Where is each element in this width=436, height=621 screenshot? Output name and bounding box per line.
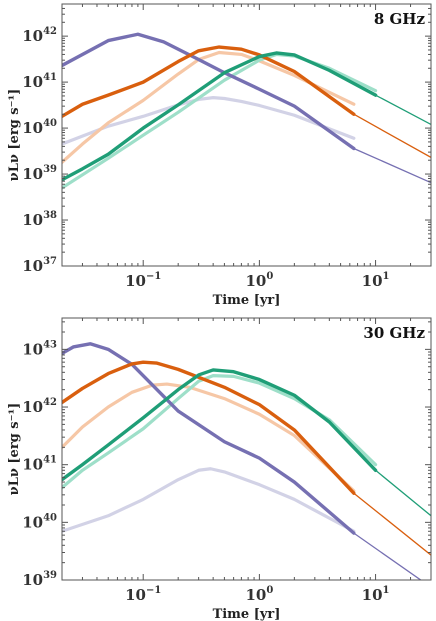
series-line-5 xyxy=(62,45,356,119)
y-tick-label: 1040 xyxy=(22,118,57,137)
series-line-8 xyxy=(353,492,431,556)
y-axis-label: νLν [erg s⁻¹] xyxy=(7,89,22,182)
series-line-7 xyxy=(353,532,422,580)
y-tick-label: 1039 xyxy=(22,164,57,183)
y-axis-label: νLν [erg s⁻¹] xyxy=(7,403,22,496)
chart-panel-1: 10−1 100 101 1037 1038 1039 1040 1041 1042 Time [… xyxy=(7,3,432,308)
series-line-6 xyxy=(62,368,378,482)
series-line-1 xyxy=(62,467,356,533)
y-tick-label: 1037 xyxy=(22,256,57,275)
series-line-5 xyxy=(62,360,356,495)
chart-panel-2: 10−1 100 101 1039 1040 1041 1042 1043 Time [yr] ν… xyxy=(7,317,432,621)
y-tick-label: 1042 xyxy=(22,397,57,416)
x-axis-label: Time [yr] xyxy=(213,607,281,621)
x-tick-label: 10−1 xyxy=(125,271,161,290)
y-tick-label: 1039 xyxy=(22,570,57,589)
x-tick-label: 100 xyxy=(245,585,273,604)
series-line-2 xyxy=(62,50,356,164)
panel-label: 30 GHz xyxy=(363,324,425,342)
series-line-7 xyxy=(353,147,431,184)
x-tick-label: 10−1 xyxy=(125,585,161,604)
x-tick-label: 101 xyxy=(362,271,390,290)
series-line-9 xyxy=(374,94,431,126)
series-line-4 xyxy=(62,32,356,151)
series-line-1 xyxy=(62,96,356,146)
panel-label: 8 GHz xyxy=(374,10,426,28)
y-tick-label: 1043 xyxy=(22,339,57,358)
x-tick-label: 101 xyxy=(362,585,390,604)
plot-frame xyxy=(61,317,432,581)
y-tick-label: 1040 xyxy=(22,512,57,531)
series-line-4 xyxy=(62,342,356,535)
series-line-6 xyxy=(62,51,378,182)
x-axis-label: Time [yr] xyxy=(213,293,281,308)
y-tick-label: 1041 xyxy=(22,72,57,91)
y-tick-label: 1038 xyxy=(22,210,57,229)
y-tick-label: 1042 xyxy=(22,26,57,45)
plot-frame xyxy=(61,3,432,267)
series-line-9 xyxy=(374,469,431,517)
series-group xyxy=(62,342,431,580)
series-line-8 xyxy=(353,113,431,159)
x-tick-label: 100 xyxy=(245,271,273,290)
series-line-2 xyxy=(62,382,356,493)
y-tick-label: 1041 xyxy=(22,455,57,474)
series-group xyxy=(62,32,431,190)
